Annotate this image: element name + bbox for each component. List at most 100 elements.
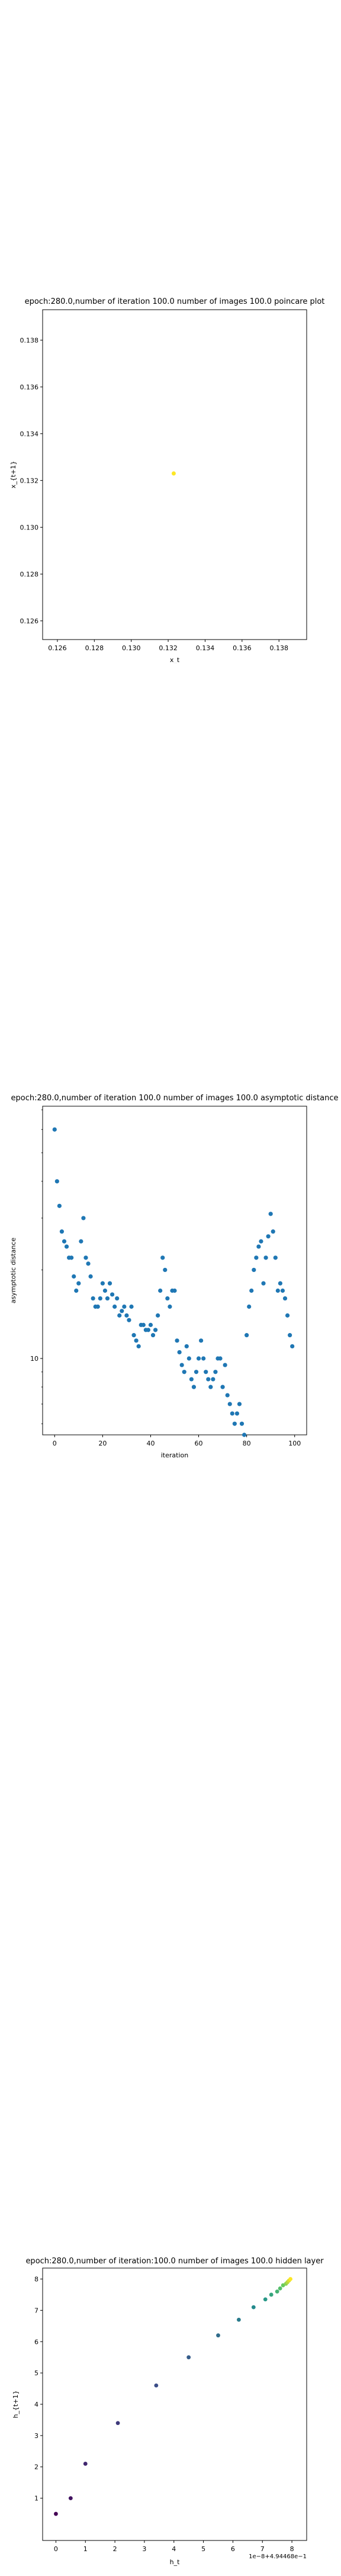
data-point — [194, 1370, 199, 1374]
data-point — [83, 2462, 88, 2466]
data-point — [269, 2292, 274, 2297]
x-tick-label: 0.128 — [85, 644, 104, 652]
data-point — [136, 1344, 141, 1349]
plot-frame — [42, 2267, 307, 2541]
data-point — [268, 1212, 273, 1216]
x-tick-label: 6 — [231, 2545, 235, 2553]
data-point — [112, 1304, 117, 1309]
data-point — [122, 1304, 127, 1309]
data-point — [83, 1255, 88, 1260]
y-tick-label: 7 — [34, 2307, 38, 2314]
data-point — [191, 1385, 197, 1389]
data-point — [204, 1370, 208, 1374]
data-point — [172, 1288, 177, 1293]
data-point — [100, 1281, 105, 1286]
y-tick-label: 1 — [34, 2495, 38, 2503]
x-tick-label: 2 — [113, 2545, 117, 2553]
data-point — [150, 1333, 156, 1338]
x-tick-label: 0.136 — [233, 644, 252, 652]
data-point — [68, 2496, 73, 2501]
data-point — [59, 1229, 65, 1234]
data-point — [54, 2511, 58, 2516]
data-point — [275, 1288, 280, 1293]
data-point — [110, 1292, 115, 1297]
data-point — [288, 2277, 292, 2281]
data-point — [79, 1239, 83, 1244]
hidden-layer-svg: epoch:280.0,number of iteration:100.0 nu… — [12, 2257, 324, 2566]
data-point — [95, 1304, 100, 1309]
data-point — [153, 1328, 158, 1332]
data-point — [189, 1377, 194, 1382]
data-point — [186, 1356, 191, 1361]
data-point — [251, 2305, 256, 2310]
data-point — [225, 1393, 230, 1398]
plot-frame — [42, 1106, 307, 1435]
hidden-layer-chart: epoch:280.0,number of iteration:100.0 nu… — [0, 2256, 341, 2576]
data-point — [184, 1344, 189, 1349]
data-point — [230, 1411, 234, 1416]
data-point — [261, 1281, 266, 1286]
x-tick-label: 8 — [290, 2545, 294, 2553]
data-point — [141, 1322, 146, 1327]
data-point — [242, 1432, 247, 1437]
data-point — [259, 1239, 263, 1244]
x-tick-label: 80 — [243, 1440, 251, 1447]
data-point — [232, 1421, 237, 1426]
x-axis-label: x_t — [170, 656, 180, 663]
data-point — [213, 1370, 218, 1374]
x-tick-label: 40 — [146, 1440, 155, 1447]
data-point — [218, 1356, 223, 1361]
data-point — [223, 1363, 227, 1367]
data-point — [201, 1356, 206, 1361]
data-point — [234, 1411, 240, 1416]
data-point — [171, 471, 176, 476]
data-point — [131, 1333, 136, 1338]
poincare-plot-chart: epoch:280.0,number of iteration 100.0 nu… — [0, 293, 341, 663]
y-tick-label: 4 — [34, 2401, 38, 2408]
data-point — [168, 1304, 172, 1309]
y-tick-label: 0.134 — [20, 430, 39, 438]
data-point — [165, 1296, 170, 1301]
data-point — [134, 1338, 139, 1343]
data-point — [247, 1304, 252, 1309]
y-tick-label: 0.126 — [20, 617, 39, 625]
data-point — [271, 1229, 275, 1234]
data-point — [182, 1370, 186, 1374]
data-point — [115, 2421, 120, 2426]
data-point — [74, 1288, 79, 1293]
data-point — [281, 2283, 285, 2288]
x-tick-label: 60 — [195, 1440, 203, 1447]
data-point — [91, 1296, 95, 1301]
y-tick-label: 8 — [34, 2276, 38, 2283]
x-tick-label: 3 — [142, 2545, 146, 2553]
y-tick-label: 2 — [34, 2463, 38, 2471]
data-point — [280, 1288, 285, 1293]
y-tick-label: 6 — [34, 2338, 38, 2346]
data-point — [282, 1296, 288, 1301]
plot-frame — [42, 309, 307, 640]
data-point — [256, 1244, 261, 1249]
x-tick-label: 0 — [53, 1440, 57, 1447]
data-point — [154, 2383, 159, 2388]
data-point — [98, 1296, 102, 1301]
data-point — [245, 1333, 249, 1338]
y-tick-label: 10 — [30, 1355, 38, 1363]
data-point — [285, 1313, 290, 1318]
data-point — [266, 1234, 271, 1239]
data-point — [124, 1313, 129, 1318]
data-point — [236, 2317, 241, 2322]
data-point — [129, 1304, 134, 1309]
y-axis-label: asymptotic distance — [9, 1238, 17, 1303]
data-point — [88, 1274, 93, 1279]
x-tick-label: 100 — [288, 1440, 301, 1447]
data-point — [208, 1385, 213, 1389]
y-tick-label: 0.132 — [20, 477, 39, 484]
data-point — [117, 1313, 122, 1318]
poincare-plot-svg: epoch:280.0,number of iteration 100.0 nu… — [9, 297, 324, 663]
data-point — [163, 1267, 168, 1273]
data-point — [252, 1267, 256, 1273]
data-point — [146, 1328, 150, 1332]
x-offset-text: 1e−8+4.94468e−1 — [249, 2553, 307, 2560]
data-point — [249, 1288, 254, 1293]
data-point — [288, 1333, 292, 1338]
